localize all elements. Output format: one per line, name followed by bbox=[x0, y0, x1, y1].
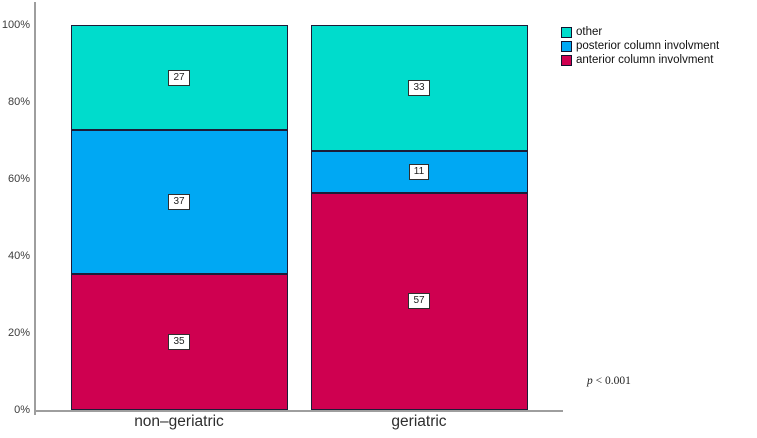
p-symbol: p bbox=[587, 375, 593, 387]
bar-segment: 11 bbox=[310, 150, 528, 193]
bar-segment: 27 bbox=[70, 25, 288, 130]
y-tick-label: 60% bbox=[7, 173, 30, 185]
p-value-text: < 0.001 bbox=[595, 375, 631, 387]
segment-value-label: 33 bbox=[408, 79, 430, 96]
segment-value-label: 57 bbox=[408, 293, 430, 310]
legend-label: other bbox=[576, 25, 603, 38]
segment-value-label: 11 bbox=[408, 163, 430, 180]
segment-value-label: 27 bbox=[168, 69, 190, 86]
legend-item: anterior column involvment bbox=[561, 53, 719, 67]
bar-segment: 37 bbox=[70, 130, 288, 274]
x-category-label: geriatric bbox=[391, 413, 447, 430]
y-tick-label: 80% bbox=[7, 96, 30, 108]
legend-item: other bbox=[561, 25, 719, 39]
legend-item: posterior column involvment bbox=[561, 39, 719, 53]
x-category-label: non–geriatric bbox=[134, 413, 224, 430]
bar-segment: 33 bbox=[310, 25, 528, 151]
legend-label: posterior column involvment bbox=[576, 39, 720, 52]
legend-label: anterior column involvment bbox=[576, 53, 714, 66]
legend-swatch bbox=[561, 26, 572, 38]
bar-segment: 57 bbox=[310, 192, 528, 410]
y-axis-line bbox=[34, 2, 36, 415]
y-tick-label: 20% bbox=[7, 327, 30, 339]
bar-segment: 35 bbox=[70, 273, 288, 410]
legend-swatch bbox=[561, 54, 572, 66]
y-tick-label: 100% bbox=[1, 19, 30, 31]
y-tick-label: 40% bbox=[7, 250, 30, 262]
segment-value-label: 35 bbox=[168, 333, 190, 350]
p-value-annotation: p < 0.001 bbox=[587, 375, 631, 387]
y-tick-label: 0% bbox=[14, 404, 30, 416]
legend-swatch bbox=[561, 40, 572, 52]
legend: other posterior column involvment anterior… bbox=[561, 25, 719, 67]
segment-value-label: 37 bbox=[168, 193, 190, 210]
x-axis-line bbox=[34, 410, 563, 412]
